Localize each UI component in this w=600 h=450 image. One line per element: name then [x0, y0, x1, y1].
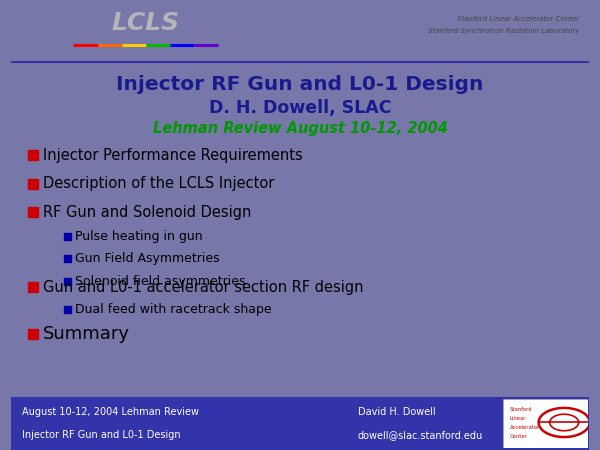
Bar	[28, 282, 38, 292]
Bar	[64, 306, 71, 313]
Text: Description of the LCLS Injector: Description of the LCLS Injector	[43, 176, 274, 191]
Text: Accelerator: Accelerator	[509, 425, 540, 430]
Text: Linear: Linear	[509, 416, 526, 421]
Text: Solenoid field asymmetries: Solenoid field asymmetries	[76, 274, 246, 288]
Text: Pulse heating in gun: Pulse heating in gun	[76, 230, 203, 243]
Text: D. H. Dowell, SLAC: D. H. Dowell, SLAC	[209, 99, 391, 117]
Bar	[64, 233, 71, 240]
Bar	[28, 207, 38, 217]
Text: Center: Center	[509, 434, 527, 439]
Text: Gun Field Asymmetries: Gun Field Asymmetries	[76, 252, 220, 266]
Bar	[64, 255, 71, 262]
Bar	[64, 278, 71, 285]
Text: RF Gun and Solenoid Design: RF Gun and Solenoid Design	[43, 205, 251, 220]
Text: Dual feed with racetrack shape: Dual feed with racetrack shape	[76, 303, 272, 316]
Text: Summary: Summary	[43, 325, 130, 343]
Text: Stanford: Stanford	[509, 407, 532, 412]
Text: Lehman Review August 10-12, 2004: Lehman Review August 10-12, 2004	[152, 122, 448, 136]
Text: LCLS: LCLS	[112, 11, 180, 35]
Text: David H. Dowell: David H. Dowell	[358, 407, 436, 417]
Bar	[28, 179, 38, 189]
Text: August 10-12, 2004 Lehman Review: August 10-12, 2004 Lehman Review	[22, 407, 199, 417]
Bar	[28, 150, 38, 160]
Text: dowell@slac.stanford.edu: dowell@slac.stanford.edu	[358, 430, 483, 440]
Bar	[28, 329, 38, 339]
Text: Stanford Synchrotron Radiation Laboratory: Stanford Synchrotron Radiation Laborator…	[428, 28, 580, 34]
Text: Gun and L0-1 accelerator section RF design: Gun and L0-1 accelerator section RF desi…	[43, 280, 363, 295]
Text: Injector RF Gun and L0-1 Design: Injector RF Gun and L0-1 Design	[116, 75, 484, 94]
Text: Stanford Linear Accelerator Center: Stanford Linear Accelerator Center	[457, 16, 580, 22]
Text: Injector Performance Requirements: Injector Performance Requirements	[43, 148, 302, 163]
Text: Injector RF Gun and L0-1 Design: Injector RF Gun and L0-1 Design	[22, 430, 181, 440]
